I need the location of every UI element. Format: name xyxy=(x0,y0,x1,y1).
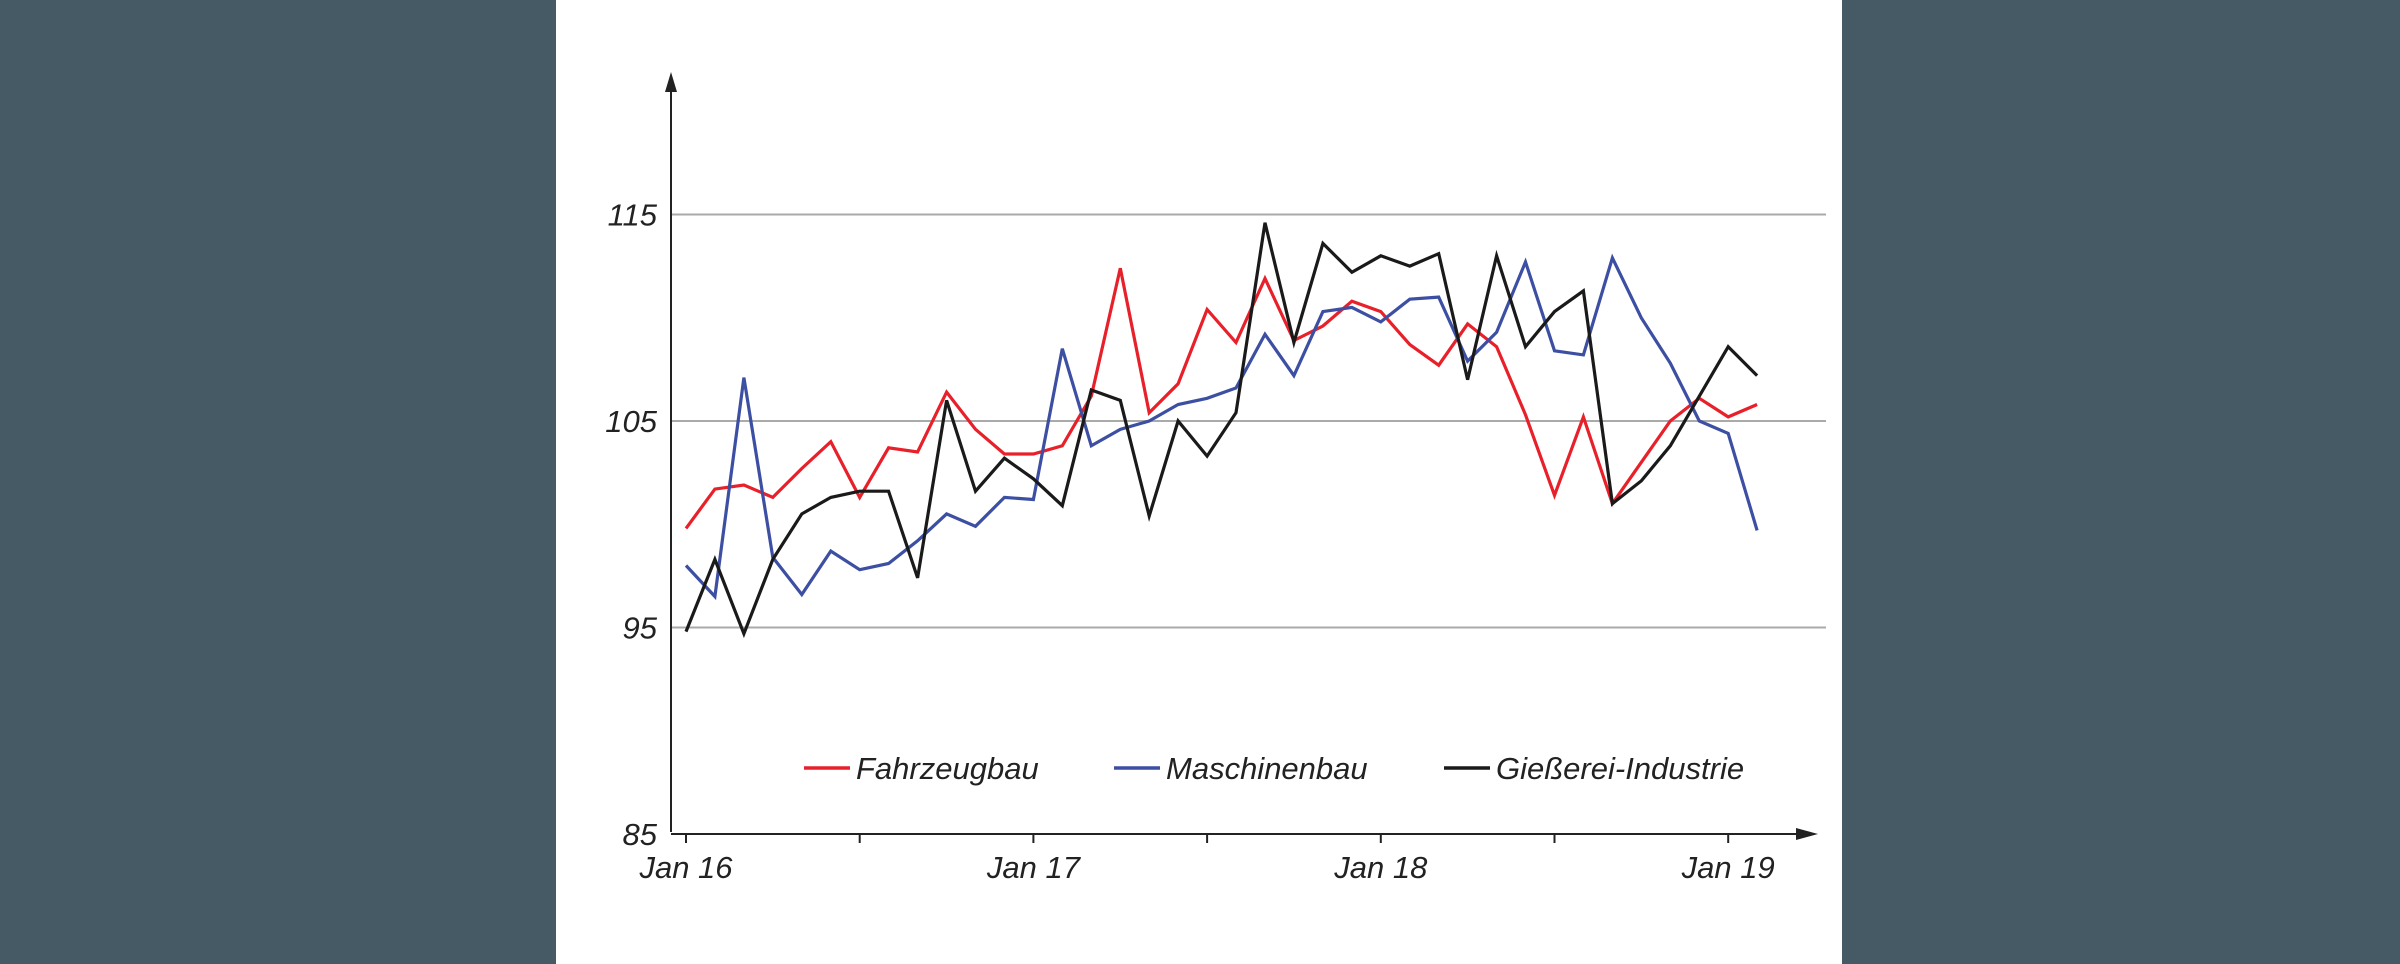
y-tick-labels: 85 95 105 115 xyxy=(605,198,657,853)
x-tick-label: Jan 16 xyxy=(638,850,733,885)
x-tick-label: Jan 17 xyxy=(986,850,1082,885)
x-axis-arrow-icon xyxy=(1796,828,1818,840)
series-line-fahrzeugbau xyxy=(684,267,1758,530)
line-chart: 85 95 105 115 Jan 16 Jan 17 Jan 18 Jan 19 Fahr… xyxy=(605,72,1826,885)
legend-label: Maschinenbau xyxy=(1166,751,1368,786)
x-tick-label: Jan 19 xyxy=(1681,850,1775,885)
gridlines xyxy=(671,213,1826,629)
legend: Fahrzeugbau Maschinenbau Gießerei-Industri… xyxy=(804,751,1744,786)
series-line-maschinenbau xyxy=(684,253,1759,601)
y-tick-label: 85 xyxy=(623,817,658,852)
x-ticks: Jan 16 Jan 17 Jan 18 Jan 19 xyxy=(638,834,1775,885)
legend-label: Fahrzeugbau xyxy=(856,751,1039,786)
chart-panel: 85 95 105 115 Jan 16 Jan 17 Jan 18 Jan 19 Fahr… xyxy=(556,0,1842,964)
y-tick-label: 105 xyxy=(605,404,657,439)
series-line-gie-erei-industrie xyxy=(684,222,1759,639)
y-axis-arrow-icon xyxy=(665,72,677,92)
x-tick-label: Jan 18 xyxy=(1333,850,1428,885)
legend-label: Gießerei-Industrie xyxy=(1496,751,1744,786)
y-tick-label: 95 xyxy=(623,611,658,646)
series-lines xyxy=(684,222,1759,639)
y-tick-label: 115 xyxy=(608,198,658,233)
